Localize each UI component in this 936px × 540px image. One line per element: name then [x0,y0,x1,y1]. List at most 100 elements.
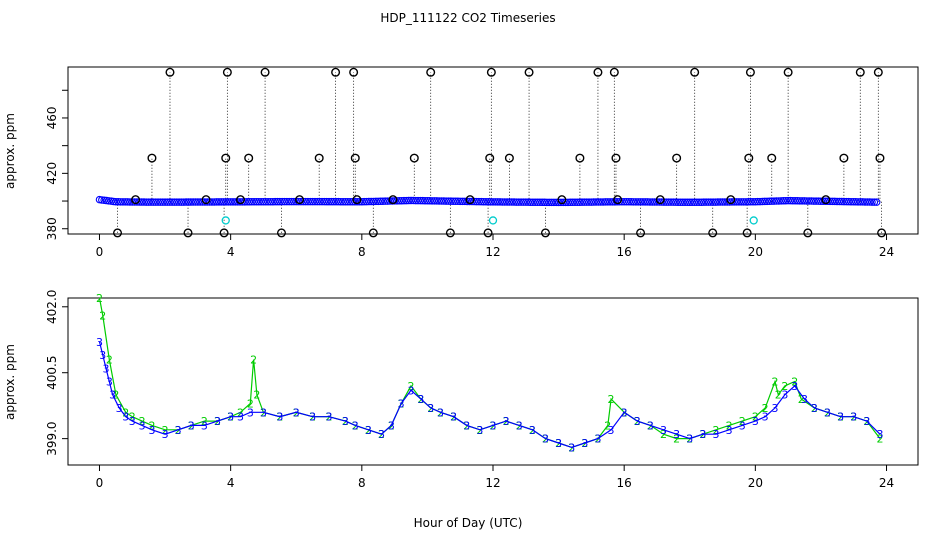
bottom-x-tick-label: 8 [358,476,366,490]
median-point [643,198,652,206]
median-point [285,197,293,206]
median-point [695,198,703,206]
median-point [686,198,694,207]
series-marker-3: 3 [417,393,424,406]
series-marker-2: 2 [253,389,260,402]
median-point [798,197,806,205]
outlier-point [295,195,305,205]
median-point [697,198,706,206]
outlier-point [183,228,193,238]
outlier-point [593,67,603,77]
median-point [863,198,872,206]
median-point [280,197,289,206]
median-point [112,197,120,206]
series-marker-3: 3 [594,433,601,446]
median-point [458,197,467,206]
series-marker-2: 2 [96,292,103,305]
median-point [858,198,867,206]
median-point [587,198,596,206]
series-marker-3: 3 [781,389,788,402]
median-point [320,197,329,206]
median-point [538,198,546,207]
median-point [510,198,518,206]
bottom-y-tick-label: 399.0 [45,421,59,455]
median-point [329,197,338,206]
top-x-tick-label: 20 [748,245,763,259]
series-marker-3: 3 [388,419,395,432]
series-marker-3: 3 [237,411,244,424]
median-point [592,198,600,206]
median-point [170,198,179,206]
series-marker-3: 3 [863,415,870,428]
median-point [765,197,774,206]
median-point [545,198,553,207]
series-marker-3: 3 [837,411,844,424]
median-point [519,198,528,206]
outlier-point [426,67,436,77]
series-marker-3: 3 [503,415,510,428]
median-point [872,198,881,206]
median-point [374,197,382,206]
outlier-point [147,153,157,163]
median-point [334,197,343,206]
median-point [641,198,650,206]
series-marker-3: 3 [201,419,208,432]
series-marker-3: 3 [581,437,588,450]
median-point [231,198,240,206]
median-point [423,197,432,205]
median-point [547,198,556,207]
median-point [807,197,816,205]
median-point [606,198,614,206]
series-marker-3: 3 [99,349,106,362]
median-point [770,197,778,205]
bottom-x-tick-label: 0 [96,476,104,490]
series-marker-3: 3 [276,411,283,424]
series-marker-3: 3 [326,411,333,424]
median-point [517,198,525,206]
median-point [739,198,748,206]
series-marker-3: 3 [122,411,129,424]
median-point [400,196,408,205]
median-point [744,198,753,206]
median-point [212,198,221,206]
median-point [269,197,277,206]
median-point [313,197,322,206]
median-point [599,198,607,206]
series-marker-3: 3 [106,376,113,389]
median-point [655,198,664,206]
median-point [772,197,781,205]
series-marker-2: 2 [604,419,611,432]
series-marker-2: 2 [781,380,788,393]
median-point [800,197,809,205]
series-marker-3: 3 [726,424,733,437]
median-point [276,197,284,206]
series-marker-3: 3 [801,393,808,406]
median-point [779,197,788,205]
median-point [479,197,488,206]
median-point [304,197,312,206]
series-marker-3: 3 [175,424,182,437]
median-point [648,198,657,206]
series-marker-2: 2 [876,433,883,446]
outlier-point [349,67,359,77]
median-point [294,197,303,206]
median-point [290,197,298,206]
median-point [823,197,832,206]
series-marker-2: 2 [106,354,113,367]
top-y-tick-label: 380 [45,217,59,240]
median-point [812,197,820,205]
median-point [175,198,183,206]
median-point [360,197,368,206]
median-point [418,196,427,205]
outlier-point [485,153,495,163]
median-point [433,197,441,205]
top-x-tick-label: 8 [358,245,366,259]
median-point [500,198,509,206]
median-point [725,198,734,206]
median-point [700,198,708,206]
median-point [842,197,851,206]
median-point [851,198,860,206]
median-point [849,198,858,206]
median-point [854,198,862,206]
outlier-point [783,67,793,77]
